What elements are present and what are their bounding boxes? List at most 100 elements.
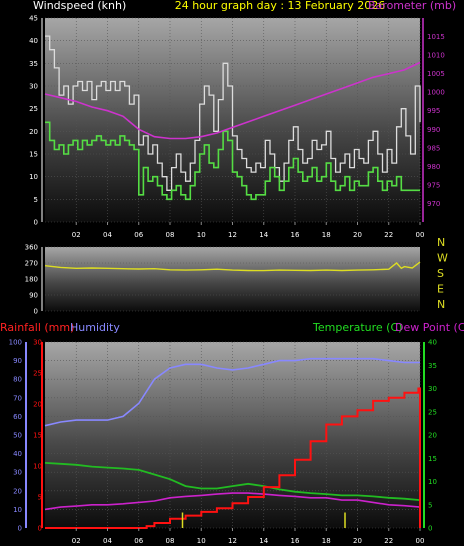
direction-tick-label: 180 bbox=[25, 276, 38, 284]
barometer-tick-label: 1010 bbox=[427, 52, 445, 60]
humidity-tick-label: 0 bbox=[18, 525, 22, 533]
temperature-tick-label: 25 bbox=[428, 408, 437, 416]
wind-y-tick-label: 0 bbox=[34, 219, 38, 227]
temperature-tick-label: 20 bbox=[428, 432, 437, 440]
direction-tick-label: 90 bbox=[29, 292, 38, 300]
wind-y-tick-label: 45 bbox=[29, 15, 38, 23]
rain-tick-label: 25 bbox=[33, 370, 42, 378]
rainfall-line bbox=[45, 387, 421, 529]
x-tick-label: 04 bbox=[103, 537, 112, 545]
wind-y-tick-label: 15 bbox=[29, 151, 38, 159]
rain-tick-label: 20 bbox=[33, 401, 42, 409]
rain-tick-label: 10 bbox=[33, 463, 42, 471]
compass-label: E bbox=[437, 283, 444, 296]
barometer-tick-label: 1015 bbox=[427, 33, 445, 41]
humidity-tick-label: 20 bbox=[13, 487, 22, 495]
wind-y-tick-label: 35 bbox=[29, 60, 38, 68]
temperature-line bbox=[44, 462, 421, 501]
temperature-axis-label: Temperature (C) bbox=[312, 321, 402, 334]
direction-tick-label: 360 bbox=[25, 244, 38, 252]
axes: 0510152025303540459709759809859909951000… bbox=[9, 15, 448, 546]
x-tick-label: 12 bbox=[228, 231, 237, 239]
temperature-tick-label: 15 bbox=[428, 455, 437, 463]
x-tick-label: 22 bbox=[384, 231, 393, 239]
x-tick-label: 08 bbox=[166, 537, 175, 545]
dewpoint-line bbox=[44, 492, 421, 511]
rainfall-axis-label: Rainfall (mm) bbox=[0, 321, 74, 334]
x-tick-label: 10 bbox=[197, 537, 206, 545]
x-tick-label: 10 bbox=[197, 231, 206, 239]
x-tick-label: 02 bbox=[72, 231, 81, 239]
x-tick-label: 20 bbox=[353, 231, 362, 239]
temperature-tick-label: 10 bbox=[428, 478, 437, 486]
wind-y-tick-label: 5 bbox=[34, 196, 38, 204]
compass-label: N bbox=[437, 298, 445, 311]
x-tick-label: 16 bbox=[291, 231, 300, 239]
wind-y-tick-label: 25 bbox=[29, 105, 38, 113]
temperature-tick-label: 5 bbox=[428, 501, 432, 509]
chart-title: 24 hour graph day : 13 February 2026 bbox=[175, 0, 386, 12]
temperature-tick-label: 0 bbox=[428, 525, 432, 533]
wind-y-tick-label: 40 bbox=[29, 37, 38, 45]
x-tick-label: 14 bbox=[259, 537, 268, 545]
humidity-tick-label: 60 bbox=[13, 413, 22, 421]
wind-direction-line bbox=[44, 261, 421, 272]
rain-tick-label: 0 bbox=[38, 525, 42, 533]
x-tick-label: 20 bbox=[353, 537, 362, 545]
x-tick-label: 04 bbox=[103, 231, 112, 239]
wind-y-tick-label: 20 bbox=[29, 128, 38, 136]
humidity-tick-label: 90 bbox=[13, 357, 22, 365]
x-tick-label: 14 bbox=[259, 231, 268, 239]
dewpoint-axis-label: Dew Point (C) bbox=[395, 321, 464, 334]
barometer-tick-label: 985 bbox=[427, 144, 440, 152]
x-tick-label: 08 bbox=[166, 231, 175, 239]
temperature-tick-label: 40 bbox=[428, 339, 437, 347]
temperature-tick-label: 35 bbox=[428, 362, 437, 370]
x-tick-label: 06 bbox=[134, 231, 143, 239]
compass-label: S bbox=[437, 267, 444, 280]
humidity-tick-label: 80 bbox=[13, 376, 22, 384]
humidity-axis-label: Humidity bbox=[70, 321, 120, 334]
barometer-tick-label: 970 bbox=[427, 200, 440, 208]
humidity-tick-label: 50 bbox=[13, 432, 22, 440]
x-tick-label: 12 bbox=[228, 537, 237, 545]
compass-label: N bbox=[437, 236, 445, 249]
x-tick-label: 06 bbox=[134, 537, 143, 545]
barometer-tick-label: 980 bbox=[427, 163, 440, 171]
rain-tick-label: 15 bbox=[33, 432, 42, 440]
humidity-tick-label: 40 bbox=[13, 450, 22, 458]
barometer-tick-label: 1000 bbox=[427, 89, 445, 97]
temperature-tick-label: 30 bbox=[428, 385, 437, 393]
barometer-tick-label: 975 bbox=[427, 181, 440, 189]
x-tick-label: 18 bbox=[322, 231, 331, 239]
humidity-line bbox=[44, 357, 420, 427]
x-tick-label: 00 bbox=[416, 537, 425, 545]
direction-tick-label: 270 bbox=[25, 260, 38, 268]
gridlines bbox=[45, 17, 421, 529]
humidity-tick-label: 70 bbox=[13, 394, 22, 402]
x-tick-label: 00 bbox=[416, 231, 425, 239]
wind-gust-line bbox=[45, 35, 421, 191]
x-tick-label: 16 bbox=[291, 537, 300, 545]
humidity-tick-label: 100 bbox=[9, 339, 22, 347]
wind-y-tick-label: 30 bbox=[29, 83, 38, 91]
direction-tick-label: 0 bbox=[34, 308, 38, 316]
x-tick-label: 02 bbox=[72, 537, 81, 545]
wind-y-tick-label: 10 bbox=[29, 173, 38, 181]
x-tick-label: 18 bbox=[322, 537, 331, 545]
rain-tick-label: 30 bbox=[33, 339, 42, 347]
windspeed-axis-label: Windspeed (knh) bbox=[33, 0, 126, 12]
barometer-line bbox=[44, 61, 421, 140]
barometer-tick-label: 995 bbox=[427, 107, 440, 115]
barometer-tick-label: 990 bbox=[427, 126, 440, 134]
compass-label: W bbox=[437, 252, 448, 265]
rain-tick-label: 5 bbox=[38, 494, 42, 502]
humidity-tick-label: 30 bbox=[13, 469, 22, 477]
data-series bbox=[44, 35, 421, 529]
barometer-axis-label: Barometer (mb) bbox=[368, 0, 456, 12]
humidity-tick-label: 10 bbox=[13, 506, 22, 514]
x-tick-label: 22 bbox=[384, 537, 393, 545]
barometer-tick-label: 1005 bbox=[427, 70, 445, 78]
wind-average-line bbox=[45, 121, 420, 201]
